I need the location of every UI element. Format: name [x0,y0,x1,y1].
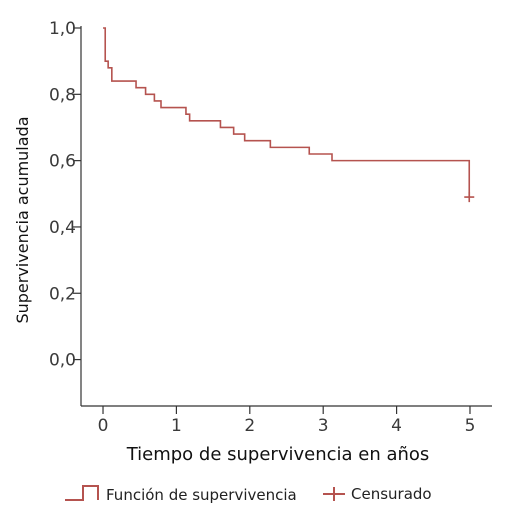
y-tick-label: 0,6 [49,152,76,172]
x-tick-label: 0 [98,416,109,436]
legend: Función de supervivencia Censurado [65,485,432,504]
y-tick-label: 0,0 [49,351,76,371]
x-tick-label: 2 [244,416,255,436]
survival-step-line [103,27,471,198]
censor-mark [464,192,475,203]
x-tick-label: 3 [318,416,329,436]
y-tick-label: 0,8 [49,85,76,105]
y-axis-title: Supervivencia acumulada [13,116,32,323]
x-tick-label: 5 [465,416,476,436]
axes [80,26,492,407]
tick-labels: 0,0 0,2 0,4 0,6 0,8 1,0 0 1 2 3 4 5 [49,19,475,436]
x-tick-label: 4 [391,416,402,436]
y-tick-label: 0,2 [49,284,76,304]
legend-censor-symbol [323,487,345,501]
y-tick-label: 0,4 [49,218,76,238]
y-tick-label: 1,0 [49,19,76,39]
series-layer [103,27,475,203]
x-tick-label: 1 [171,416,182,436]
x-axis-title: Tiempo de supervivencia en años [126,444,430,465]
legend-label-survival: Función de supervivencia [106,486,297,504]
tick-marks [73,27,471,414]
legend-step-symbol [65,485,99,501]
legend-label-censored: Censurado [351,485,432,503]
